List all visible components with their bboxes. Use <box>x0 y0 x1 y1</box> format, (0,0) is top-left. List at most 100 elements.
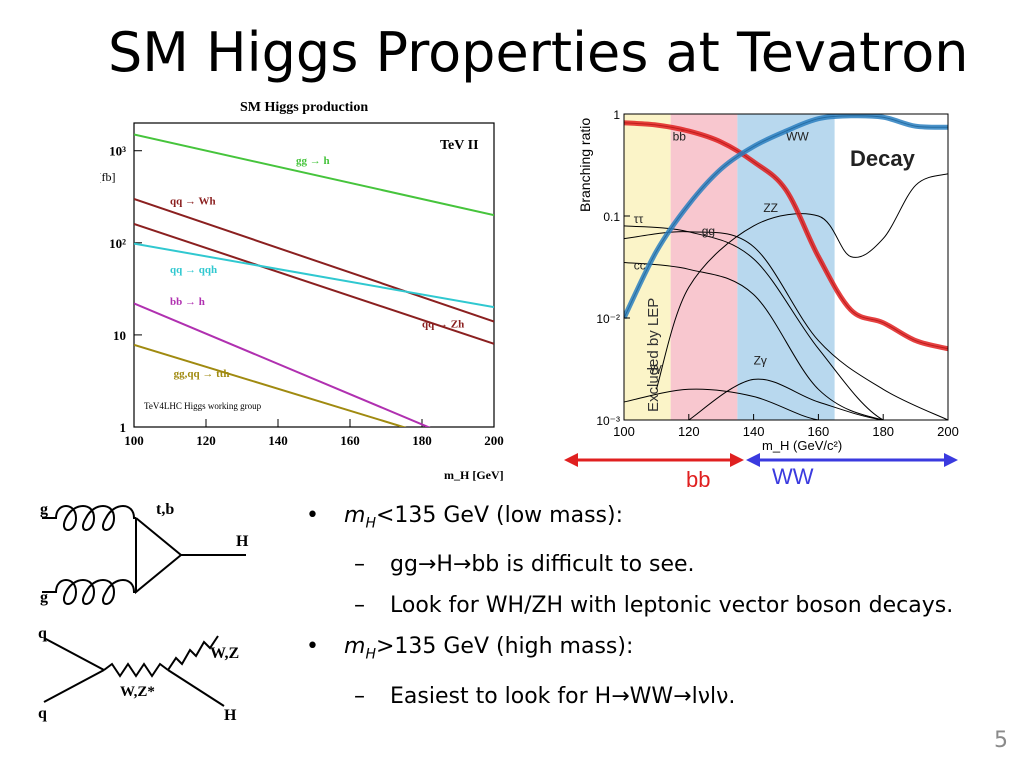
bullet-list: • mH<135 GeV (low mass): – gg→H→bb is diff… <box>306 495 1006 717</box>
production-y-tick-label: 1 <box>120 420 127 435</box>
production-y-tick-label: 10³ <box>109 144 126 159</box>
sub-bullet-ww: – Easiest to look for H→WW→lνlν. <box>306 676 1006 717</box>
bullet-dot: • <box>306 503 319 528</box>
bullet-text: <135 GeV (low mass): <box>375 503 623 528</box>
gluon-fusion-diagram: g g t,b H <box>40 501 249 606</box>
decay-series-label: ττ <box>634 212 644 226</box>
slide-title: SM Higgs Properties at Tevatron <box>108 21 969 84</box>
decay-series-label: ZZ <box>763 201 778 215</box>
decay-series-label: γγ <box>650 360 662 374</box>
gluon-label-bottom: g <box>40 589 48 606</box>
production-y-tick-label: 10 <box>113 328 126 343</box>
virtual-boson-line <box>103 662 169 678</box>
sub-bullet-dash: – <box>354 593 365 619</box>
production-x-tick-label: 200 <box>484 433 504 448</box>
production-cross-section-chart: SM Higgs production TeV II σ [fb] TeV4LH… <box>100 100 504 482</box>
branching-ratio-chart: Branching ratio Excluded by LEP Decay bb… <box>577 108 959 453</box>
branching-y-tick-label: 1 <box>613 108 620 122</box>
quark-loop-label: t,b <box>156 501 174 518</box>
quark-label-bottom: q <box>38 705 47 722</box>
production-y-tick-label: 10² <box>109 236 126 251</box>
production-series-line <box>134 133 494 217</box>
branching-x-tick-label: 120 <box>678 424 700 439</box>
production-chart-title: SM Higgs production <box>240 100 368 115</box>
production-series-line <box>134 242 494 309</box>
production-series-line <box>134 302 431 427</box>
quark-line-top <box>43 637 105 671</box>
production-series-label: qq → qqh <box>170 264 217 276</box>
production-series-line <box>134 197 494 323</box>
bullet-high-mass: • mH>135 GeV (high mass): <box>306 626 1006 675</box>
production-series-label: qq → Wh <box>170 196 216 208</box>
branching-x-axis-label: m_H (GeV/c²) <box>762 438 842 453</box>
branching-x-tick-label: 160 <box>808 424 830 439</box>
quark-label-top: q <box>38 626 47 642</box>
sub-bullet-ggh: – gg→H→bb is difficult to see. <box>306 544 1006 585</box>
high-mass-range-label: WW <box>772 464 814 489</box>
branching-x-tick-label: 100 <box>613 424 635 439</box>
decay-series-line <box>688 378 948 420</box>
high-arrow-left-head <box>746 453 760 467</box>
branching-plot-frame <box>623 113 949 421</box>
sub-bullet-text: Easiest to look for H→WW→lνlν. <box>390 683 736 709</box>
branching-x-tick-label: 180 <box>872 424 894 439</box>
mass-range-arrows <box>564 453 958 467</box>
branching-x-tick-label: 200 <box>937 424 959 439</box>
branching-y-tick-label: 0.1 <box>603 210 620 224</box>
mass-subscript: H <box>365 646 376 663</box>
sub-bullet-dash: – <box>354 552 365 578</box>
decay-series-label: Zγ <box>754 354 767 368</box>
production-series-label: gg,qq → tth <box>174 368 230 380</box>
associated-production-diagram: q q W,Z* W,Z H <box>38 626 239 724</box>
production-x-tick-label: 100 <box>124 433 144 448</box>
ww-highlight-curve <box>624 114 948 320</box>
bullet-text: >135 GeV (high mass): <box>375 634 634 660</box>
mass-symbol: m <box>344 503 366 528</box>
higgs-label: H <box>236 533 249 550</box>
production-series-line <box>134 343 407 427</box>
decay-series-label: gg <box>702 224 715 238</box>
outgoing-higgs-label: H <box>224 707 237 724</box>
low-mass-range-label: bb <box>686 467 711 492</box>
branching-x-tick-label: 140 <box>743 424 765 439</box>
mass-subscript: H <box>365 515 376 532</box>
production-x-axis-label: m_H [GeV] <box>444 468 504 482</box>
outgoing-boson-line <box>167 635 219 671</box>
decay-series-line <box>624 231 948 420</box>
production-series-line <box>134 223 494 345</box>
sub-bullet-text: gg→H→bb is difficult to see. <box>390 552 695 578</box>
gluon-line-bottom <box>42 579 136 605</box>
production-x-tick-label: 160 <box>340 433 360 448</box>
gluon-label-top: g <box>40 501 48 518</box>
mass-symbol: m <box>344 634 366 660</box>
production-x-tick-label: 180 <box>412 433 432 448</box>
gluon-line-top <box>42 505 136 531</box>
decay-title: Decay <box>850 146 916 171</box>
quark-loop <box>135 517 183 595</box>
production-series-label: bb → h <box>170 296 205 308</box>
decay-series-label: WW <box>786 129 809 143</box>
outgoing-boson-label: W,Z <box>210 645 239 662</box>
page-number: 5 <box>994 728 1008 753</box>
virtual-boson-label: W,Z* <box>120 684 155 700</box>
production-series-label: qq → Zh <box>422 319 464 331</box>
production-annotation: TeV II <box>440 138 479 153</box>
branching-y-tick-label: 10⁻³ <box>596 414 620 428</box>
bb-highlight-curve <box>624 120 948 352</box>
branching-y-tick-label: 10⁻² <box>596 312 620 326</box>
outgoing-higgs-line <box>167 669 225 707</box>
decay-series-line <box>655 173 948 390</box>
sub-bullet-wh-zh: – Look for WH/ZH with leptonic vector bos… <box>306 585 1006 626</box>
sub-bullet-dash: – <box>354 683 365 709</box>
production-x-tick-label: 120 <box>196 433 216 448</box>
bullet-dot: • <box>306 634 319 660</box>
sub-bullet-text: Look for WH/ZH with leptonic vector boso… <box>390 593 954 619</box>
bullet-low-mass: • mH<135 GeV (low mass): <box>306 495 1006 544</box>
branching-y-axis-label: Branching ratio <box>577 118 593 212</box>
decay-series-label: cc <box>634 258 646 272</box>
production-x-tick-label: 140 <box>268 433 288 448</box>
mass-region-band <box>737 114 835 420</box>
high-arrow-right-head <box>944 453 958 467</box>
low-arrow-left-head <box>564 453 578 467</box>
production-series-label: gg → h <box>296 155 330 167</box>
